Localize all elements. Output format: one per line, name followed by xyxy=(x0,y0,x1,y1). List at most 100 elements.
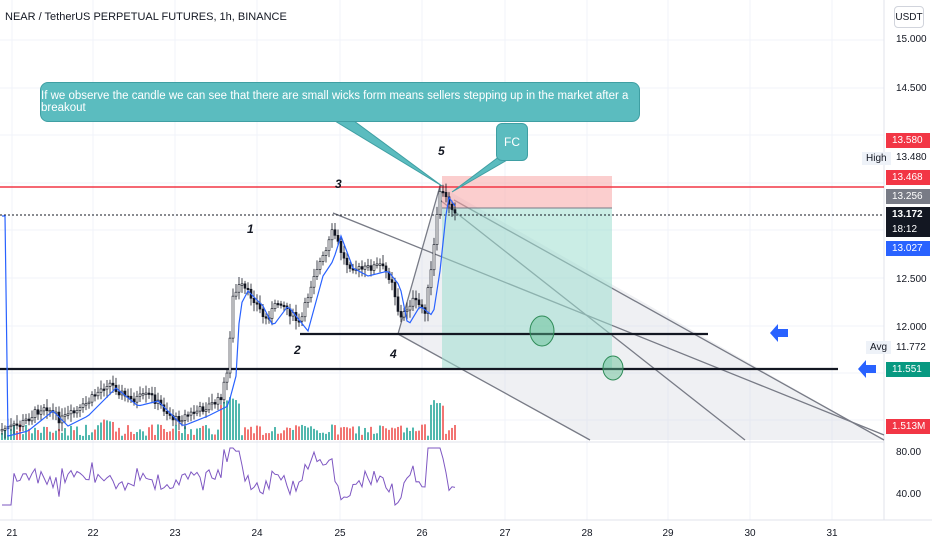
volume-bar xyxy=(322,432,324,440)
high-label: High xyxy=(862,152,891,165)
volume-bar xyxy=(259,426,261,440)
volume-bar xyxy=(352,426,354,440)
volume-bar xyxy=(49,431,51,440)
volume-bar xyxy=(64,428,66,440)
candle xyxy=(315,268,319,277)
volume-bar xyxy=(31,433,33,440)
volume-bar xyxy=(262,434,264,440)
volume-bar xyxy=(169,431,171,440)
fc-callout[interactable]: FC xyxy=(496,123,528,161)
target-zone xyxy=(442,208,612,370)
volume-bar xyxy=(334,425,336,440)
candle xyxy=(0,429,4,432)
time-tick: 31 xyxy=(826,528,838,539)
candle xyxy=(69,410,73,415)
volume-bar xyxy=(286,427,288,440)
volume-bar xyxy=(40,432,42,440)
volume-bar xyxy=(55,430,57,440)
volume-bar xyxy=(148,427,150,440)
candle xyxy=(357,266,361,270)
volume-bar xyxy=(16,430,18,440)
volume-bar xyxy=(232,398,234,440)
volume-bar xyxy=(142,431,144,440)
candle xyxy=(405,309,409,312)
candle xyxy=(48,410,52,413)
volume-bar xyxy=(412,427,414,440)
time-tick: 21 xyxy=(6,528,18,539)
volume-bar xyxy=(115,431,117,440)
volume-bar xyxy=(67,435,69,440)
wave-label-2: 2 xyxy=(294,343,301,357)
volume-bar xyxy=(349,428,351,440)
volume-bar xyxy=(367,432,369,440)
volume-bar xyxy=(343,426,345,440)
candle xyxy=(306,297,310,303)
rsi-tick: 40.00 xyxy=(896,489,922,500)
candle xyxy=(414,297,418,301)
volume-bar xyxy=(451,427,453,440)
currency-button[interactable]: USDT xyxy=(894,6,924,28)
volume-bar xyxy=(277,433,279,440)
candle xyxy=(210,402,214,405)
candle xyxy=(393,282,397,298)
candle xyxy=(339,241,343,253)
volume-bar xyxy=(139,429,141,440)
volume-bar xyxy=(22,434,24,440)
volume-bar xyxy=(223,402,225,440)
volume-bar xyxy=(124,433,126,440)
volume-bar xyxy=(289,428,291,440)
candle xyxy=(348,264,352,269)
volume-bar xyxy=(82,435,84,440)
volume-bar xyxy=(151,424,153,440)
candle xyxy=(90,394,94,403)
volume-bar xyxy=(247,429,249,440)
volume-bar xyxy=(364,427,366,440)
volume-bar xyxy=(70,425,72,440)
time-tick: 24 xyxy=(251,528,263,539)
volume-bar xyxy=(292,429,294,440)
volume-bar xyxy=(331,424,333,440)
volume-bar xyxy=(10,429,12,440)
candle xyxy=(192,411,196,414)
volume-bar xyxy=(454,425,456,440)
volume-bar xyxy=(316,430,318,440)
candle xyxy=(207,403,211,411)
volume-bar xyxy=(433,400,435,440)
volume-bar xyxy=(409,430,411,440)
candle xyxy=(63,414,67,417)
candle xyxy=(300,316,304,322)
volume-bar xyxy=(418,430,420,440)
annotation-callout[interactable]: If we observe the candle we can see that… xyxy=(40,82,640,122)
volume-bar xyxy=(439,403,441,440)
candle xyxy=(231,295,235,339)
volume-bar xyxy=(187,434,189,440)
candle xyxy=(363,265,367,270)
volume-bar xyxy=(211,434,213,440)
volume-bar xyxy=(202,425,204,440)
candle xyxy=(216,397,220,405)
candle xyxy=(435,214,439,245)
volume-bar xyxy=(325,433,327,440)
candle xyxy=(30,417,34,422)
price-tick: 12.500 xyxy=(896,274,927,285)
volume-bar xyxy=(73,430,75,440)
candle xyxy=(438,191,442,215)
volume-bar xyxy=(403,432,405,440)
volume-bar xyxy=(154,434,156,440)
candle xyxy=(33,409,37,418)
candle xyxy=(96,391,100,397)
volume-bar xyxy=(280,433,282,440)
volume-bar xyxy=(424,424,426,440)
volume-bar xyxy=(37,430,39,440)
volume-bar xyxy=(415,431,417,440)
volume-bar xyxy=(376,433,378,440)
volume-bar xyxy=(190,429,192,440)
volume-bar xyxy=(448,430,450,440)
candle xyxy=(381,263,385,267)
candle xyxy=(45,407,49,412)
volume-bar xyxy=(214,434,216,440)
candle xyxy=(147,392,151,395)
price-tick: 15.000 xyxy=(896,34,927,45)
candle xyxy=(144,392,148,395)
